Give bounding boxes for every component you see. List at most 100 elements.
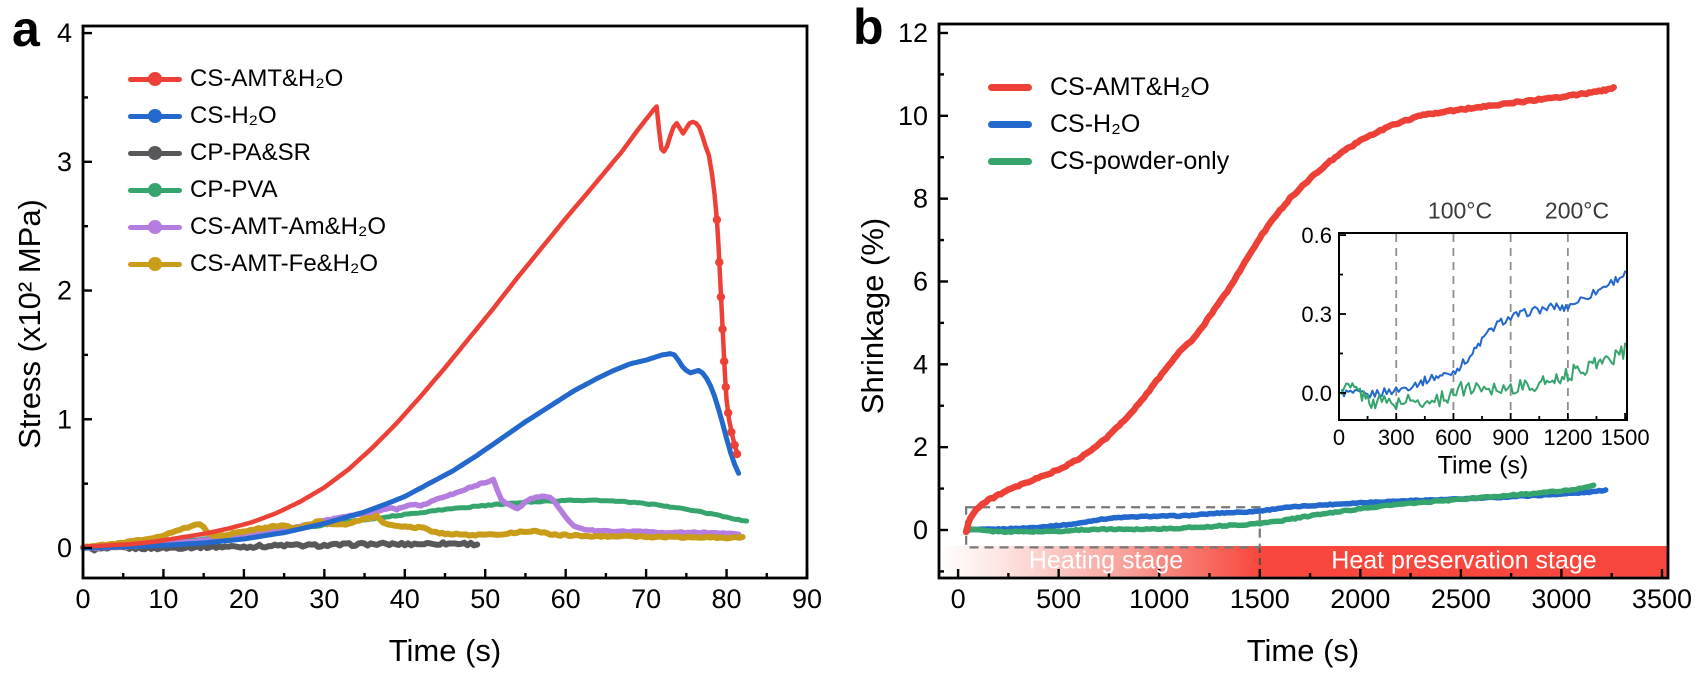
x-tick-label: 30 bbox=[309, 584, 339, 614]
heating-stage-label: Heating stage bbox=[1028, 546, 1184, 575]
x-tick-label: 70 bbox=[631, 584, 661, 614]
x-tick-label: 3500 bbox=[1632, 584, 1692, 614]
legend-label: CP-PA&SR bbox=[190, 139, 311, 166]
y-tick-label: 0.3 bbox=[1301, 302, 1332, 327]
x-tick-label: 0 bbox=[951, 584, 966, 614]
legend-item: CS-H₂O bbox=[988, 110, 1140, 138]
series-marker bbox=[715, 258, 724, 267]
series-line bbox=[80, 351, 742, 551]
legend-label: CS-H₂O bbox=[190, 102, 277, 129]
legend-label: CS-H₂O bbox=[1050, 109, 1141, 138]
series-line bbox=[80, 104, 741, 549]
x-tick-label: 500 bbox=[1036, 584, 1081, 614]
y-tick-label: 4 bbox=[57, 18, 72, 48]
y-tick-label: 2 bbox=[913, 432, 928, 462]
series-line bbox=[962, 84, 1617, 536]
x-tick-label: 2000 bbox=[1330, 584, 1390, 614]
series-line bbox=[963, 482, 1597, 536]
legend-item: CS-AMT-Am&H₂O bbox=[128, 213, 386, 241]
y-tick-label: 4 bbox=[913, 349, 928, 379]
y-tick-label: 0.0 bbox=[1301, 381, 1332, 406]
series-line bbox=[88, 539, 481, 554]
series-marker bbox=[727, 427, 736, 437]
legend-marker-line-dot-icon bbox=[128, 183, 182, 197]
series-line bbox=[1340, 270, 1627, 399]
legend-marker-line-icon bbox=[988, 83, 1032, 91]
legend-label: CS-AMT-Fe&H₂O bbox=[190, 250, 378, 277]
y-tick-label: 12 bbox=[898, 18, 928, 48]
panel-b-x-axis-title: Time (s) bbox=[1246, 633, 1360, 668]
legend-label: CS-powder-only bbox=[1050, 146, 1230, 175]
x-tick-label: 1500 bbox=[1601, 425, 1650, 450]
inset-temp-label-100c: 100°C bbox=[1427, 197, 1493, 224]
panel-b-letter: b bbox=[853, 0, 884, 55]
plot-frame bbox=[1338, 232, 1628, 421]
series-marker bbox=[716, 292, 726, 302]
y-tick-label: 6 bbox=[913, 266, 928, 296]
x-tick-label: 600 bbox=[1435, 425, 1472, 450]
y-tick-label: 0.6 bbox=[1301, 223, 1332, 248]
series-marker bbox=[719, 357, 729, 366]
series-marker bbox=[732, 449, 742, 459]
panel-a-y-axis-title: Stress (x10² MPa) bbox=[12, 199, 47, 449]
legend-item: CS-AMT&H₂O bbox=[128, 65, 343, 93]
x-tick-label: 50 bbox=[470, 584, 500, 614]
x-tick-label: 10 bbox=[148, 584, 178, 614]
x-tick-label: 3000 bbox=[1531, 584, 1591, 614]
panel-b-y-axis-title: Shrinkage (%) bbox=[855, 217, 890, 415]
y-tick-label: 0 bbox=[57, 533, 72, 563]
legend-item: CS-H₂O bbox=[128, 102, 277, 130]
series-marker bbox=[730, 440, 739, 450]
legend-item: CS-AMT-Fe&H₂O bbox=[128, 250, 378, 278]
x-tick-label: 90 bbox=[792, 584, 822, 614]
legend-label: CP-PVA bbox=[190, 176, 278, 203]
legend-marker-line-dot-icon bbox=[128, 109, 182, 123]
x-tick-label: 80 bbox=[712, 584, 742, 614]
chart-b_inset: 0 300 600 900 1200 1500 0.0 0.3 0.6 bbox=[1301, 223, 1649, 450]
y-tick-label: 3 bbox=[57, 147, 72, 177]
legend-item: CS-AMT&H₂O bbox=[988, 73, 1210, 101]
x-tick-label: 2500 bbox=[1431, 584, 1491, 614]
y-tick-label: 0 bbox=[913, 515, 928, 545]
y-tick-label: 1 bbox=[57, 404, 72, 434]
x-tick-label: 1000 bbox=[1129, 584, 1189, 614]
x-tick-label: 40 bbox=[390, 584, 420, 614]
legend-label: CS-AMT&H₂O bbox=[1050, 72, 1210, 101]
y-tick-label: 10 bbox=[898, 101, 928, 131]
x-tick-label: 1500 bbox=[1230, 584, 1290, 614]
chart-a: 0 10 20 30 40 50 60 70 80 90 0 1 2 3 4 bbox=[57, 18, 822, 614]
legend-marker-line-icon bbox=[988, 120, 1032, 128]
x-tick-label: 900 bbox=[1492, 425, 1529, 450]
legend-marker-line-dot-icon bbox=[128, 72, 182, 86]
series-line bbox=[1340, 342, 1627, 411]
legend-label: CS-AMT&H₂O bbox=[190, 65, 344, 92]
x-tick-label: 300 bbox=[1378, 425, 1415, 450]
legend-marker-line-dot-icon bbox=[128, 220, 182, 234]
x-tick-label: 0 bbox=[1333, 425, 1345, 450]
inset-x-axis-title: Time (s) bbox=[1437, 451, 1529, 480]
series-marker bbox=[723, 408, 733, 418]
x-tick-label: 1200 bbox=[1543, 425, 1592, 450]
legend-item: CS-powder-only bbox=[988, 147, 1229, 175]
series-marker bbox=[721, 382, 730, 392]
inset-temp-label-200c: 200°C bbox=[1544, 197, 1610, 224]
legend-marker-line-dot-icon bbox=[128, 146, 182, 160]
panel-a-x-axis-title: Time (s) bbox=[388, 633, 502, 668]
legend-marker-line-icon bbox=[988, 157, 1032, 165]
x-tick-label: 60 bbox=[551, 584, 581, 614]
legend-item: CP-PA&SR bbox=[128, 139, 311, 167]
series-marker bbox=[718, 324, 727, 334]
stage-bar bbox=[939, 546, 1668, 577]
series-line bbox=[80, 512, 746, 551]
panel-a-letter: a bbox=[12, 1, 40, 57]
y-tick-label: 2 bbox=[57, 276, 72, 306]
y-tick-label: 8 bbox=[913, 184, 928, 214]
series-marker bbox=[712, 215, 722, 224]
legend-marker-line-dot-icon bbox=[128, 257, 182, 271]
x-tick-label: 0 bbox=[75, 584, 90, 614]
legend-item: CP-PVA bbox=[128, 176, 278, 204]
heat-preservation-stage-label: Heat preservation stage bbox=[1331, 546, 1597, 575]
